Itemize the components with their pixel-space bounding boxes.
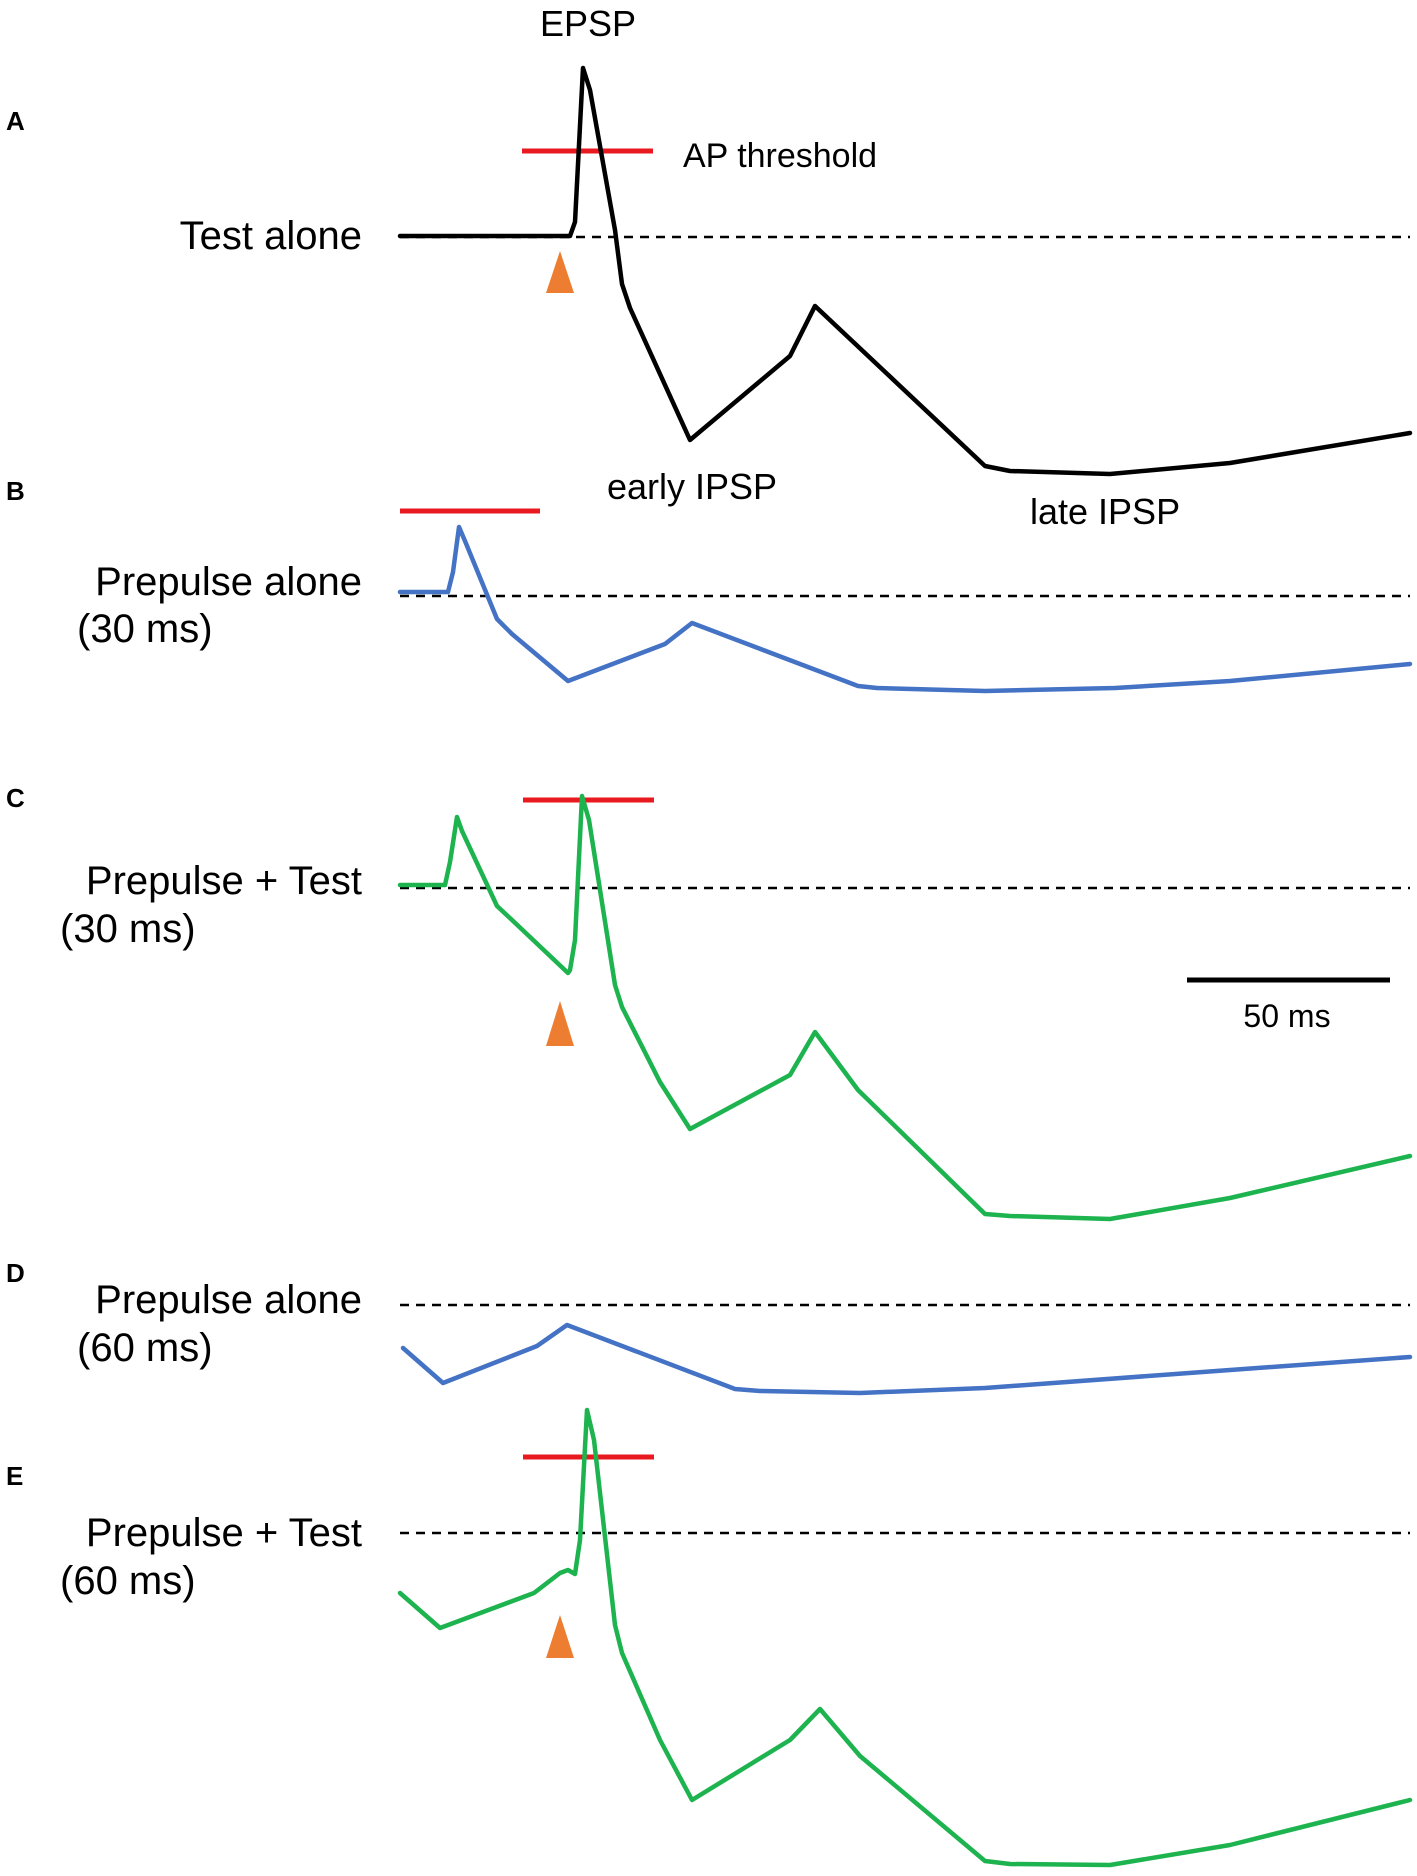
scale-bar-label: 50 ms [1243, 998, 1330, 1034]
panel-e-label-line1: Prepulse + Test [86, 1511, 362, 1555]
ap-threshold-label: AP threshold [683, 137, 877, 175]
panel-e-stimulus-marker-icon [546, 1615, 574, 1658]
epsp-label: EPSP [540, 3, 636, 44]
panel-a-label: Test alone [180, 214, 362, 258]
panel-c-label-line1: Prepulse + Test [86, 859, 362, 903]
panel-e-label-line2: (60 ms) [60, 1559, 196, 1603]
early-ipsp-label: early IPSP [607, 466, 777, 507]
panel-letter-d: D [6, 1258, 25, 1288]
panel-d-label-line1: Prepulse alone [95, 1278, 362, 1322]
panel-b-prepulse-trace [397, 524, 1413, 694]
panel-letter-c: C [6, 783, 25, 813]
panel-e-combined-trace [397, 1407, 1413, 1868]
late-ipsp-label: late IPSP [1030, 491, 1180, 532]
panel-b-label-line1: Prepulse alone [95, 560, 362, 604]
panel-d-label-line2: (60 ms) [77, 1326, 213, 1370]
panel-a-stimulus-marker-icon [546, 251, 574, 293]
panel-letter-a: A [6, 106, 25, 136]
panel-letter-b: B [6, 476, 25, 506]
panel-c-combined-trace [397, 793, 1413, 1222]
panel-c-stimulus-marker-icon [546, 1001, 574, 1046]
panel-c-label-line2: (30 ms) [60, 907, 196, 951]
panel-b-label-line2: (30 ms) [77, 607, 213, 651]
panel-a-test-trace [397, 65, 1413, 477]
panel-d-prepulse-trace [400, 1322, 1413, 1396]
panel-letter-e: E [6, 1461, 23, 1491]
